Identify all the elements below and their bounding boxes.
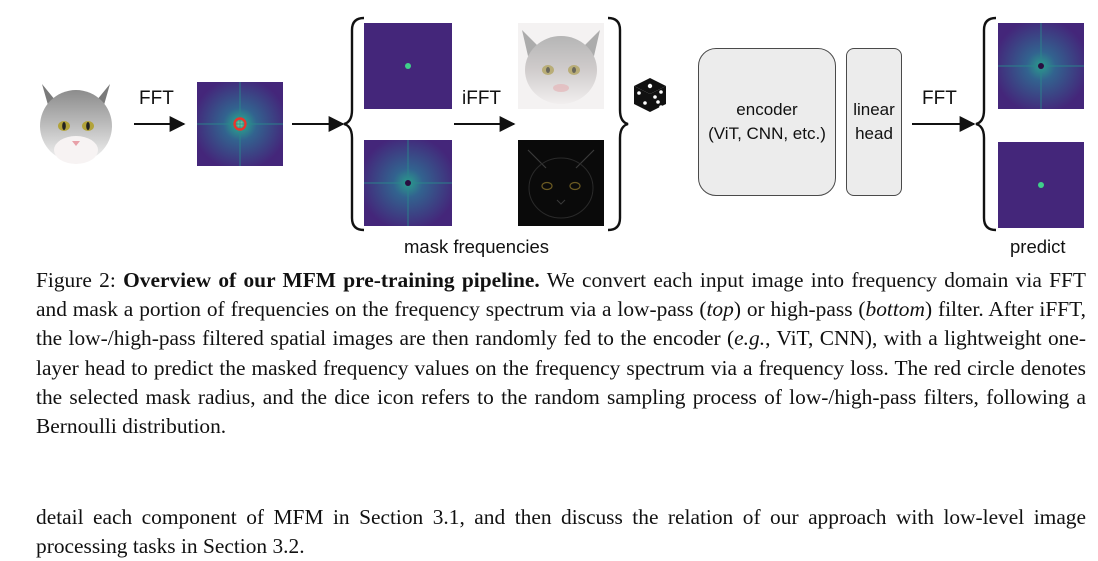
caption-text-1: We convert each input image into frequen… [36, 268, 1086, 322]
caption-eg: e.g. [734, 326, 766, 351]
figure-label: Figure 2: [36, 268, 116, 292]
ifft-label: iFFT [462, 88, 502, 109]
left-brace-predict [975, 16, 997, 232]
caption-title: Overview of our MFM pre-training pipelin… [123, 268, 540, 292]
linear-head-label-1: linear [853, 100, 895, 119]
mask-radius-circle [233, 117, 247, 131]
caption-top: top [706, 297, 734, 322]
encoder-examples-label: (ViT, CNN, etc.) [708, 124, 826, 143]
predicted-spectrum-top [998, 23, 1084, 109]
encoder-block: encoder (ViT, CNN, etc.) [698, 48, 836, 196]
body-paragraph: detail each component of MFM in Section … [36, 505, 1086, 559]
predict-label: predict [1010, 236, 1066, 257]
caption-text-2: ) or high-pass ( [733, 297, 866, 322]
figure-caption: Figure 2: Overview of our MFM pre-traini… [36, 266, 1086, 441]
caption-text-4: , ViT, CNN), with a lightweight one-laye… [36, 326, 1086, 439]
right-brace-filtered [607, 16, 629, 232]
predicted-spectrum-bottom [998, 142, 1084, 228]
linear-head-block: linear head [846, 48, 902, 196]
high-pass-filtered-image [518, 140, 604, 226]
caption-bottom: bottom [865, 297, 925, 322]
mask-frequencies-label: mask frequencies [404, 236, 549, 257]
low-pass-spectrum [364, 23, 452, 109]
full-frequency-spectrum [197, 82, 283, 166]
dice-icon [634, 78, 666, 112]
pipeline-diagram: FFT iFFT FFT encoder (ViT, CNN, etc.) li… [0, 0, 1098, 262]
caption-text-3: ) filter. After iFFT, the low-/high-pass… [36, 297, 1086, 351]
encoder-label: encoder [736, 100, 798, 119]
input-cat-image [38, 80, 114, 164]
linear-head-label-2: head [855, 124, 893, 143]
fft-label-1: FFT [139, 88, 174, 109]
fft-label-2: FFT [922, 88, 957, 109]
left-brace-mask [343, 16, 365, 232]
high-pass-spectrum [364, 140, 452, 226]
low-pass-filtered-image [518, 23, 604, 109]
